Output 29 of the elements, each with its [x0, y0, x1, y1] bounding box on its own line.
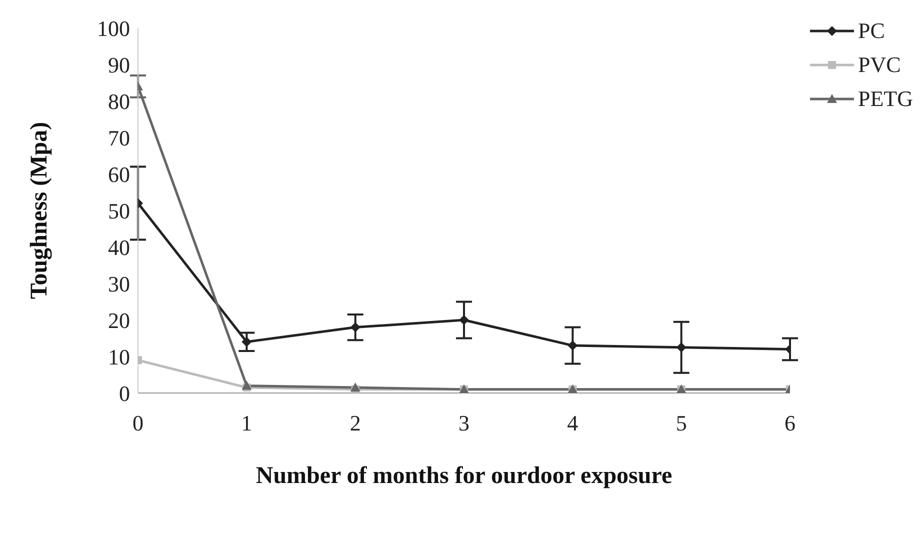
- legend-label: PC: [858, 18, 885, 44]
- point: [459, 315, 469, 325]
- y-tick-label: 100: [97, 16, 130, 41]
- point: [676, 342, 686, 352]
- x-axis-title: Number of months for ourdoor exposure: [256, 463, 672, 489]
- y-tick-label: 30: [108, 271, 130, 296]
- legend-label: PETG: [858, 86, 913, 112]
- point: [242, 380, 252, 390]
- y-tick-label: 80: [108, 88, 130, 114]
- y-tick-label: 50: [108, 198, 130, 224]
- y-tick-label: 90: [108, 52, 130, 78]
- y-tick-label: 60: [108, 162, 130, 187]
- y-tick-label: 10: [108, 344, 130, 370]
- x-tick-label: 3: [458, 410, 470, 436]
- point: [242, 336, 252, 347]
- x-tick-label: 1: [241, 410, 252, 436]
- y-axis-title: Toughness (Mpa): [26, 122, 53, 300]
- x-tick-label: 4: [567, 410, 578, 436]
- y-tick-label: 20: [108, 308, 130, 333]
- x-tick-label: 5: [676, 410, 687, 436]
- point: [350, 322, 360, 332]
- point: [568, 340, 578, 351]
- y-tick-label: 0: [119, 380, 130, 406]
- y-tick-label: 70: [108, 125, 130, 150]
- legend-label: PVC: [858, 52, 901, 78]
- point: [350, 382, 360, 392]
- x-tick-label: 6: [784, 410, 796, 436]
- y-tick-label: 40: [108, 234, 130, 260]
- x-tick-label: 2: [350, 410, 361, 436]
